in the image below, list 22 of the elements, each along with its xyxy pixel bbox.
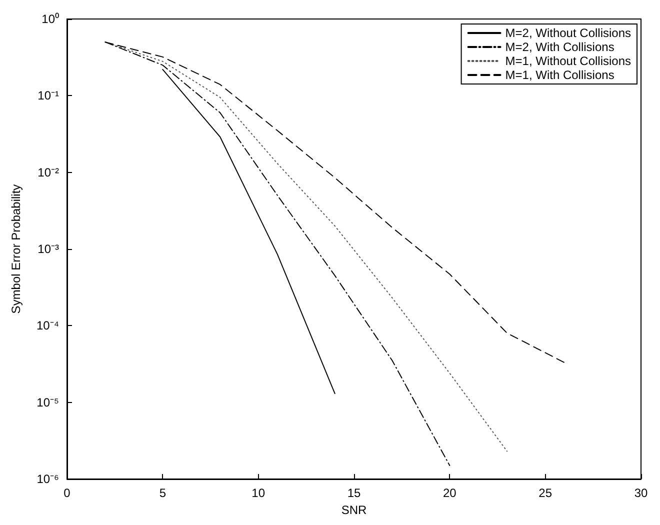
- legend-label: M=1, With Collisions: [505, 68, 614, 82]
- y-tick-label: 10⁻³: [38, 242, 60, 256]
- y-axis-title: Symbol Error Probability: [9, 184, 23, 314]
- y-tick-label: 10⁰: [42, 12, 59, 26]
- y-tick-label: 10⁻²: [38, 165, 60, 180]
- x-axis-title: SNR: [341, 502, 367, 517]
- y-tick-label: 10⁻¹: [38, 88, 60, 103]
- x-tick-label: 25: [538, 486, 552, 500]
- x-tick-label: 30: [634, 486, 648, 500]
- legend-label: M=1, Without Collisions: [505, 54, 632, 68]
- legend-label: M=2, Without Collisions: [505, 26, 632, 40]
- legend-label: M=2, With Collisions: [505, 40, 614, 54]
- x-tick-label: 10: [252, 486, 266, 500]
- y-tick-label: 10⁻⁶: [36, 472, 60, 486]
- x-tick-label: 20: [442, 486, 457, 500]
- line-series: [162, 68, 336, 394]
- y-tick-label: 10⁻⁴: [36, 318, 59, 333]
- x-tick-label: 15: [347, 486, 361, 500]
- x-tick-label: 0: [64, 486, 71, 500]
- x-tick-label: 5: [159, 486, 166, 500]
- y-tick-label: 10⁻⁵: [36, 395, 60, 410]
- line-series: [104, 42, 508, 452]
